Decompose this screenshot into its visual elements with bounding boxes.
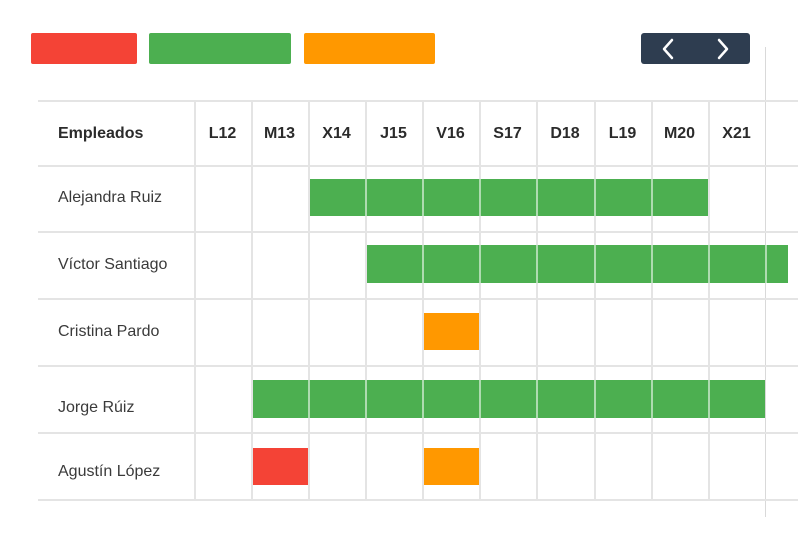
column-divider bbox=[708, 100, 710, 500]
schedule-bar-green[interactable] bbox=[310, 179, 708, 216]
chevron-left-icon bbox=[662, 38, 674, 59]
day-segment-divider bbox=[708, 380, 710, 418]
row-divider bbox=[38, 499, 798, 501]
column-divider bbox=[479, 100, 481, 500]
column-divider bbox=[536, 100, 538, 500]
day-segment-divider bbox=[594, 245, 596, 283]
employee-name[interactable]: Agustín López bbox=[58, 463, 161, 480]
day-segment-divider bbox=[536, 245, 538, 283]
day-header: J15 bbox=[380, 125, 407, 142]
employee-name[interactable]: Jorge Rúiz bbox=[58, 399, 135, 416]
legend-chip-red[interactable] bbox=[31, 33, 137, 64]
schedule-bar-red[interactable] bbox=[253, 448, 308, 485]
day-header: V16 bbox=[436, 125, 465, 142]
employees-header: Empleados bbox=[58, 125, 144, 142]
day-segment-divider bbox=[422, 245, 424, 283]
grid-top-line bbox=[38, 100, 798, 102]
column-divider bbox=[365, 100, 367, 500]
day-segment-divider bbox=[308, 380, 310, 418]
day-segment-divider bbox=[422, 179, 424, 216]
day-segment-divider bbox=[365, 179, 367, 216]
day-header: X14 bbox=[322, 125, 351, 142]
next-button[interactable] bbox=[696, 33, 750, 64]
column-divider bbox=[422, 100, 424, 500]
employee-name[interactable]: Cristina Pardo bbox=[58, 323, 160, 340]
row-divider bbox=[38, 432, 798, 434]
chevron-right-icon bbox=[717, 38, 729, 59]
day-segment-divider bbox=[479, 245, 481, 283]
column-divider bbox=[194, 100, 196, 500]
day-segment-divider bbox=[651, 380, 653, 418]
column-divider bbox=[594, 100, 596, 500]
column-divider bbox=[251, 100, 253, 500]
schedule-bar-orange[interactable] bbox=[424, 313, 479, 350]
schedule-bar-orange[interactable] bbox=[424, 448, 479, 485]
day-segment-divider bbox=[536, 179, 538, 216]
day-header: M20 bbox=[663, 125, 696, 142]
previous-button[interactable] bbox=[641, 33, 695, 64]
day-segment-divider bbox=[479, 380, 481, 418]
employee-name[interactable]: Alejandra Ruiz bbox=[58, 189, 163, 206]
legend-chip-orange[interactable] bbox=[304, 33, 435, 64]
row-divider bbox=[38, 231, 798, 233]
day-segment-divider bbox=[536, 380, 538, 418]
day-segment-divider bbox=[594, 179, 596, 216]
column-divider bbox=[651, 100, 653, 500]
day-segment-divider bbox=[651, 245, 653, 283]
day-segment-divider bbox=[765, 245, 767, 283]
day-segment-divider bbox=[479, 179, 481, 216]
day-segment-divider bbox=[594, 380, 596, 418]
employee-name[interactable]: Víctor Santiago bbox=[58, 256, 168, 273]
row-divider bbox=[38, 165, 798, 167]
day-header: L19 bbox=[608, 125, 637, 142]
schedule-bar-green[interactable] bbox=[367, 245, 788, 283]
row-divider bbox=[38, 365, 798, 367]
week-navigation bbox=[641, 33, 750, 64]
day-header: S17 bbox=[493, 125, 522, 142]
day-header: D18 bbox=[550, 125, 580, 142]
day-segment-divider bbox=[422, 380, 424, 418]
column-divider bbox=[308, 100, 310, 500]
day-header: M13 bbox=[263, 125, 296, 142]
day-segment-divider bbox=[708, 245, 710, 283]
schedule-bar-green[interactable] bbox=[253, 380, 765, 418]
day-header: X21 bbox=[722, 125, 751, 142]
day-segment-divider bbox=[651, 179, 653, 216]
day-segment-divider bbox=[365, 380, 367, 418]
day-header: L12 bbox=[208, 125, 237, 142]
row-divider bbox=[38, 298, 798, 300]
legend-chip-green[interactable] bbox=[149, 33, 291, 64]
